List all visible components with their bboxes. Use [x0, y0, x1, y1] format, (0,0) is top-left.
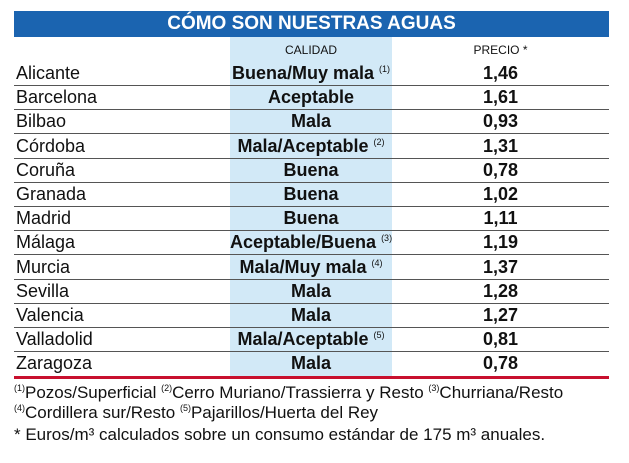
- city: Valladolid: [16, 329, 93, 350]
- city: Zaragoza: [16, 353, 93, 374]
- quality: Aceptable: [230, 85, 392, 109]
- footnote-line: (4)Cordillera sur/Resto (5)Pajarillos/Hu…: [14, 403, 378, 423]
- quality-text: Mala/Aceptable: [237, 135, 369, 156]
- footnote-mark: (4): [14, 403, 25, 413]
- quality-text: Mala/Muy mala: [239, 256, 367, 277]
- city: Bilbao: [16, 111, 67, 132]
- table-row: Alicante Buena/Muy mala (1) 1,46: [14, 61, 609, 86]
- table-row: Bilbao Mala 0,93: [14, 109, 609, 135]
- title-bar: CÓMO SON NUESTRAS AGUAS: [14, 11, 609, 37]
- price: 0,78: [482, 353, 519, 374]
- quality: Mala: [230, 109, 392, 133]
- price: 1,19: [482, 232, 519, 253]
- table-row: Sevilla Mala 1,28: [14, 279, 609, 304]
- footnote-note: * Euros/m³ calculados sobre un consumo e…: [14, 425, 546, 444]
- quality: Buena: [230, 158, 392, 182]
- city: Sevilla: [16, 280, 70, 301]
- quality-text: Buena/Muy mala: [231, 63, 375, 83]
- quality-text: Mala: [290, 280, 332, 301]
- quality-text: Mala/Aceptable: [237, 329, 369, 350]
- city: Alicante: [16, 63, 81, 83]
- note-mark: (2): [373, 136, 385, 147]
- quality-text: Buena: [283, 208, 339, 229]
- quality-text: Buena: [283, 159, 339, 180]
- footnote-mark: (3): [428, 383, 440, 393]
- table-row: Valencia Mala 1,27: [14, 303, 609, 328]
- price: 1,11: [483, 208, 518, 229]
- footnote-mark: (2): [161, 383, 173, 393]
- price: 1,61: [482, 87, 519, 108]
- quality-text: Aceptable/Buena: [230, 232, 377, 253]
- quality: Mala: [230, 351, 392, 375]
- quality: Buena/Muy mala (1): [230, 61, 392, 85]
- quality-text: Mala: [290, 305, 332, 325]
- city: Barcelona: [16, 87, 98, 108]
- table-row: Zaragoza Mala 0,78: [14, 351, 609, 375]
- quality: Mala/Aceptable (2): [230, 134, 392, 158]
- price: 1,37: [482, 256, 519, 277]
- quality-text: Mala: [290, 111, 332, 132]
- city: Madrid: [16, 208, 72, 229]
- price: 0,81: [482, 329, 519, 350]
- city: Coruña: [16, 159, 76, 180]
- footnote-text: Cerro Muriano/Trassierra y Resto: [172, 383, 424, 402]
- table-row: Murcia Mala/Muy mala (4) 1,37: [14, 255, 609, 280]
- quality: Mala: [230, 303, 392, 327]
- price: 1,31: [482, 135, 519, 156]
- footnote-line: (1)Pozos/Superficial (2)Cerro Muriano/Tr…: [14, 383, 563, 403]
- note-mark: (3): [381, 233, 393, 244]
- city: Córdoba: [16, 135, 86, 156]
- quality: Mala: [230, 279, 392, 303]
- table-row: Madrid Buena 1,11: [14, 206, 609, 232]
- note-mark: (4): [371, 257, 383, 268]
- table-row: Coruña Buena 0,78: [14, 158, 609, 183]
- quality-text: Mala: [290, 353, 332, 374]
- footnote-mark: (5): [179, 403, 191, 413]
- quality-text: Buena: [283, 184, 339, 204]
- city: Valencia: [16, 305, 84, 325]
- price: 1,46: [482, 63, 519, 83]
- divider: [14, 376, 609, 379]
- table-row: Málaga Aceptable/Buena (3) 1,19: [14, 230, 609, 256]
- footnote-text: Pajarillos/Huerta del Rey: [190, 403, 379, 422]
- city: Granada: [16, 184, 87, 204]
- table-row: Córdoba Mala/Aceptable (2) 1,31: [14, 134, 609, 159]
- quality: Buena: [230, 206, 392, 230]
- quality-text: Aceptable: [267, 87, 355, 108]
- note-mark: (5): [373, 330, 385, 341]
- column-header: PRECIO *: [473, 43, 528, 57]
- table-row: Granada Buena 1,02: [14, 182, 609, 207]
- city: Murcia: [16, 256, 71, 277]
- price: 1,02: [482, 184, 519, 204]
- quality: Buena: [230, 182, 392, 206]
- table-row: Valladolid Mala/Aceptable (5) 0,81: [14, 327, 609, 353]
- footnote-mark: (1): [14, 383, 25, 393]
- price: 1,28: [482, 280, 519, 301]
- quality: Mala/Aceptable (5): [230, 327, 392, 351]
- note-mark: (1): [379, 64, 391, 74]
- city: Málaga: [16, 232, 76, 253]
- price: 0,78: [482, 159, 519, 180]
- footnote-text: Pozos/Superficial: [25, 383, 157, 402]
- quality: Aceptable/Buena (3): [230, 230, 392, 254]
- column-header: CALIDAD: [284, 43, 337, 57]
- quality: Mala/Muy mala (4): [230, 255, 392, 279]
- price: 1,27: [482, 305, 519, 325]
- table-row: Barcelona Aceptable 1,61: [14, 85, 609, 111]
- footnote-text: Churriana/Resto: [439, 383, 564, 402]
- price: 0,93: [482, 111, 519, 132]
- footnote-text: Cordillera sur/Resto: [25, 403, 176, 422]
